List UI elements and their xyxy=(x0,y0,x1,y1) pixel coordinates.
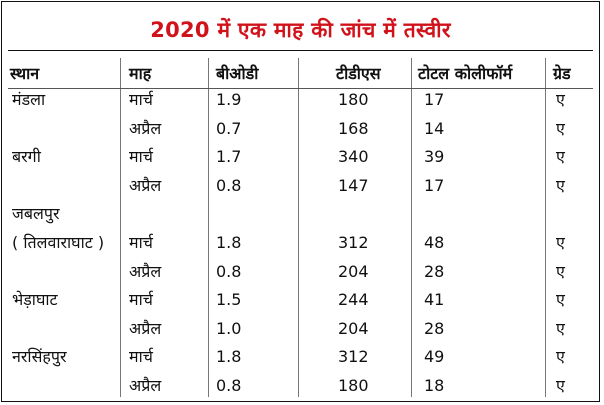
cell-grade: ए xyxy=(556,90,565,109)
cell-coliform: 39 xyxy=(424,147,445,167)
cell-place: नरसिंहपुर xyxy=(12,347,67,367)
cell-bod: 0.8 xyxy=(216,175,242,195)
cell-place: बरगी xyxy=(12,147,41,167)
cell-grade: ए xyxy=(556,347,565,367)
cell-tds: 340 xyxy=(338,147,369,167)
cell-coliform: 28 xyxy=(424,261,445,281)
cell-bod: 1.8 xyxy=(216,347,242,367)
column-divider xyxy=(208,58,209,397)
cell-bod: 1.8 xyxy=(216,233,242,252)
cell-tds: 204 xyxy=(338,318,369,338)
header-divider xyxy=(8,88,593,89)
header-bod: बीओडी xyxy=(216,64,259,83)
cell-grade: ए xyxy=(556,175,565,195)
cell-coliform: 17 xyxy=(424,175,445,195)
cell-tds: 244 xyxy=(338,290,369,310)
header-grade: ग्रेड xyxy=(553,64,571,83)
cell-month: मार्च xyxy=(129,90,153,109)
header-coliform: टोटल कोलीफॉर्म xyxy=(418,64,513,83)
cell-month: मार्च xyxy=(129,233,153,252)
cell-month: अप्रैल xyxy=(129,376,162,395)
column-divider xyxy=(298,58,299,397)
cell-place: जबलपुर xyxy=(12,204,60,224)
cell-tds: 168 xyxy=(338,118,369,138)
column-divider xyxy=(120,58,121,397)
cell-place: ( तिलवाराघाट ) xyxy=(12,233,105,252)
cell-month: मार्च xyxy=(129,347,153,367)
cell-grade: ए xyxy=(556,147,565,167)
cell-tds: 204 xyxy=(338,261,369,281)
cell-month: मार्च xyxy=(129,147,153,167)
cell-coliform: 18 xyxy=(424,376,445,395)
cell-tds: 180 xyxy=(338,376,369,395)
table-title: 2020 में एक माह की जांच में तस्वीर xyxy=(150,18,451,42)
cell-grade: ए xyxy=(556,233,565,252)
cell-bod: 1.0 xyxy=(216,318,242,338)
cell-grade: ए xyxy=(556,118,565,138)
cell-month: मार्च xyxy=(129,290,153,310)
cell-grade: ए xyxy=(556,376,565,395)
cell-coliform: 48 xyxy=(424,233,445,252)
cell-bod: 0.8 xyxy=(216,376,242,395)
cell-coliform: 41 xyxy=(424,290,445,310)
cell-month: अप्रैल xyxy=(129,261,162,281)
column-divider xyxy=(411,58,412,397)
cell-grade: ए xyxy=(556,261,565,281)
cell-coliform: 14 xyxy=(424,118,445,138)
cell-tds: 180 xyxy=(338,90,369,109)
cell-coliform: 49 xyxy=(424,347,445,367)
cell-coliform: 17 xyxy=(424,90,445,109)
cell-place: भेड़ाघाट xyxy=(12,290,58,310)
cell-month: अप्रैल xyxy=(129,175,162,195)
cell-bod: 0.8 xyxy=(216,261,242,281)
cell-place: मंडला xyxy=(12,90,46,109)
cell-grade: ए xyxy=(556,290,565,310)
title-divider xyxy=(8,50,593,51)
cell-bod: 0.7 xyxy=(216,118,242,138)
column-divider xyxy=(545,58,546,397)
cell-tds: 312 xyxy=(338,233,369,252)
header-month: माह xyxy=(129,64,152,83)
cell-month: अप्रैल xyxy=(129,118,162,138)
cell-tds: 147 xyxy=(338,175,369,195)
cell-bod: 1.9 xyxy=(216,90,242,109)
cell-coliform: 28 xyxy=(424,318,445,338)
cell-bod: 1.5 xyxy=(216,290,242,310)
cell-month: अप्रैल xyxy=(129,318,162,338)
cell-grade: ए xyxy=(556,318,565,338)
cell-bod: 1.7 xyxy=(216,147,242,167)
header-tds: टीडीएस xyxy=(336,64,381,83)
cell-tds: 312 xyxy=(338,347,369,367)
header-place: स्थान xyxy=(10,64,40,83)
